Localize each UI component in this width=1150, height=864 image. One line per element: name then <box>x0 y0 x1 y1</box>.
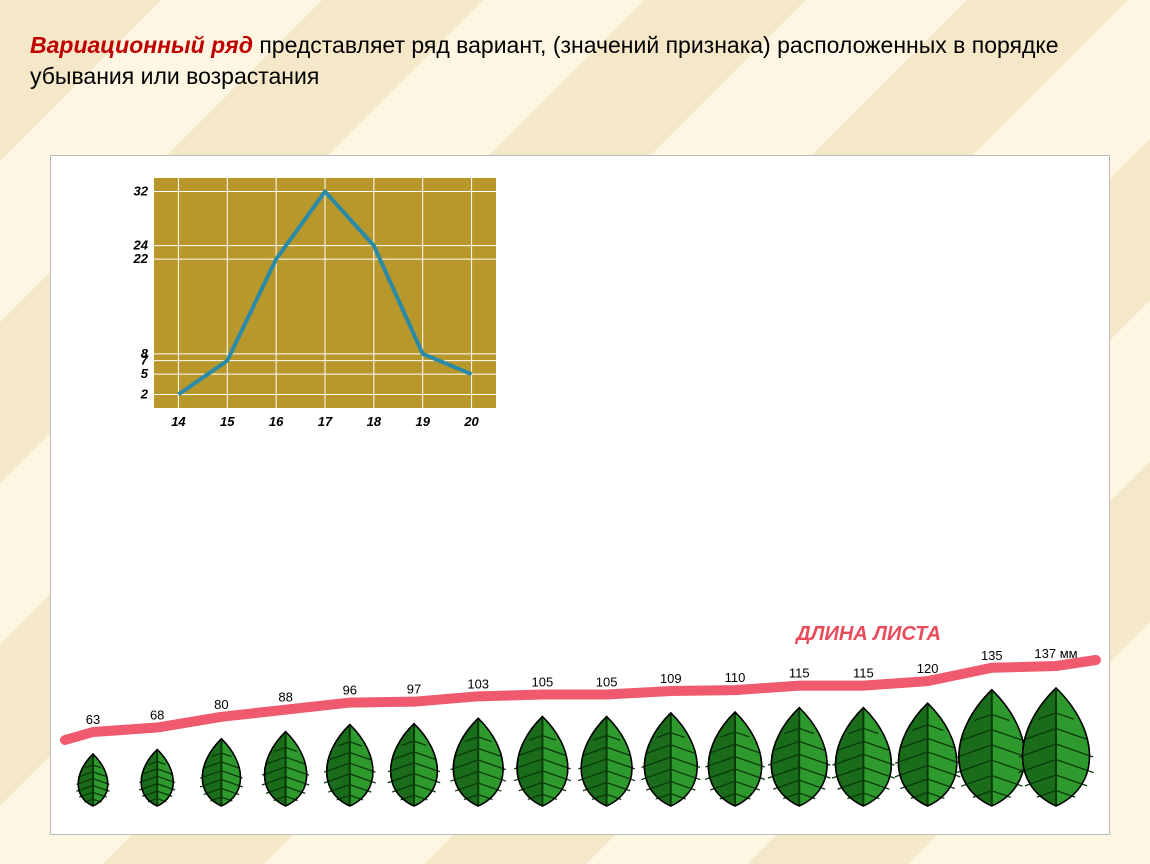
leaf-icon <box>768 708 831 806</box>
leaf-icon <box>895 703 960 806</box>
leaf-value-label: 97 <box>407 682 421 697</box>
leaf-icon <box>450 718 506 806</box>
leaf-icon <box>76 754 109 806</box>
leaf-value-label: 137 мм <box>1034 646 1077 661</box>
leaf-value-label: 63 <box>86 712 100 727</box>
chart-ytick-label: 22 <box>133 251 149 266</box>
leaf-value-label: 115 <box>789 666 810 681</box>
content-canvas: 257822243214151617181920 ДЛИНА ЛИСТА6368… <box>50 155 1110 835</box>
leaf-value-label: 105 <box>596 675 618 690</box>
leaves-svg: ДЛИНА ЛИСТА 63 68 80 88 96 97 103 105 105 109 110 11… <box>51 451 1111 831</box>
leaf-icon <box>578 717 635 806</box>
chart-xtick-label: 14 <box>171 414 186 429</box>
leaf-icon <box>139 750 175 806</box>
chart-xtick-label: 20 <box>463 414 479 429</box>
leaf-value-label: 80 <box>214 697 228 712</box>
leaf-value-label: 120 <box>917 661 939 676</box>
leaf-icon <box>705 712 765 806</box>
leaf-icon <box>388 724 440 806</box>
leaf-icon <box>955 690 1029 806</box>
leaf-icon <box>641 713 700 806</box>
leaf-series: ДЛИНА ЛИСТА 63 68 80 88 96 97 103 105 105 109 110 11… <box>51 451 1111 831</box>
leaf-value-label: 115 <box>853 666 874 681</box>
chart-ytick-label: 2 <box>140 386 149 401</box>
chart-svg: 257822243214151617181920 <box>106 168 506 438</box>
leaf-value-label: 103 <box>467 676 489 691</box>
variation-chart: 257822243214151617181920 <box>106 168 506 438</box>
leaf-icon <box>514 717 571 806</box>
heading-term: Вариационный ряд <box>30 32 253 58</box>
chart-xtick-label: 16 <box>269 414 284 429</box>
leaf-value-label: 68 <box>150 708 164 723</box>
leaf-value-label: 110 <box>725 670 746 685</box>
chart-xtick-label: 15 <box>220 414 235 429</box>
chart-ytick-label: 5 <box>141 366 149 381</box>
chart-xtick-label: 19 <box>415 414 430 429</box>
leaf-icon <box>1018 688 1093 806</box>
leaf-value-label: 135 <box>981 648 1003 663</box>
leaf-value-label: 105 <box>532 675 554 690</box>
leaf-value-label: 96 <box>343 683 357 698</box>
chart-ytick-label: 8 <box>141 346 149 361</box>
leaf-icon <box>262 732 309 806</box>
leaf-icon <box>200 739 243 806</box>
leaf-series-title: ДЛИНА ЛИСТА <box>794 623 941 645</box>
leaf-icon <box>832 708 895 806</box>
leaf-value-label: 88 <box>278 690 292 705</box>
leaf-icon <box>324 725 376 806</box>
chart-xtick-label: 17 <box>318 414 333 429</box>
chart-ytick-label: 24 <box>133 238 149 253</box>
leaf-value-label: 109 <box>660 671 682 686</box>
chart-xtick-label: 18 <box>367 414 382 429</box>
heading-text: Вариационный ряд представляет ряд вариан… <box>30 30 1120 92</box>
chart-ytick-label: 32 <box>134 184 149 199</box>
